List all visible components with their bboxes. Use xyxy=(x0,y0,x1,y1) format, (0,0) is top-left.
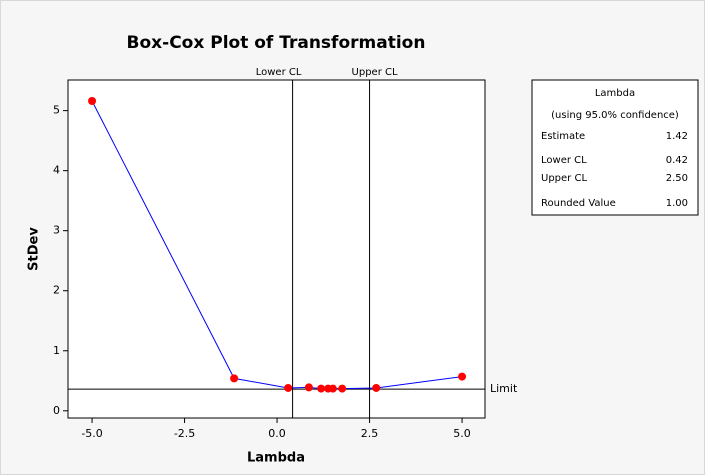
box-row-value: 0.42 xyxy=(666,155,688,166)
box-row-name: Rounded Value xyxy=(541,198,616,209)
box-row-name: Estimate xyxy=(541,131,585,142)
x-tick-label: -2.5 xyxy=(174,427,195,440)
x-axis-title: Lambda xyxy=(247,451,305,466)
box-title: Lambda xyxy=(595,88,635,99)
x-tick-label: 2.5 xyxy=(361,427,379,440)
box-row-value: 1.42 xyxy=(666,131,688,142)
box-row-value: 1.00 xyxy=(666,198,688,209)
point xyxy=(230,374,239,383)
limit-label: Limit xyxy=(490,382,518,395)
box-subtitle: (using 95.0% confidence) xyxy=(551,110,679,121)
chart-title: Box-Cox Plot of Transformation xyxy=(127,33,426,53)
box-row-value: 2.50 xyxy=(666,173,688,184)
point xyxy=(317,384,326,393)
point xyxy=(458,372,467,381)
lambda-box xyxy=(531,79,699,216)
x-tick-label: 5.0 xyxy=(453,427,471,440)
point xyxy=(372,383,381,392)
cl-label: Upper CL xyxy=(352,67,398,78)
point xyxy=(284,383,293,392)
plot-area xyxy=(67,79,486,419)
y-axis-title: StDev xyxy=(27,227,42,271)
box-row-name: Upper CL xyxy=(541,173,587,184)
y-tick-label: 3 xyxy=(53,224,60,237)
y-tick-label: 0 xyxy=(53,404,60,417)
y-tick-label: 5 xyxy=(53,104,60,117)
point xyxy=(328,384,337,393)
box-row-name: Lower CL xyxy=(541,155,587,166)
point xyxy=(338,384,347,393)
y-tick-label: 2 xyxy=(53,284,60,297)
point xyxy=(88,97,97,106)
y-tick-label: 1 xyxy=(53,344,60,357)
cl-label: Lower CL xyxy=(256,67,302,78)
x-tick-label: -5.0 xyxy=(81,427,102,440)
x-tick-label: 0.0 xyxy=(268,427,286,440)
point xyxy=(304,383,313,392)
y-tick-label: 4 xyxy=(53,164,60,177)
